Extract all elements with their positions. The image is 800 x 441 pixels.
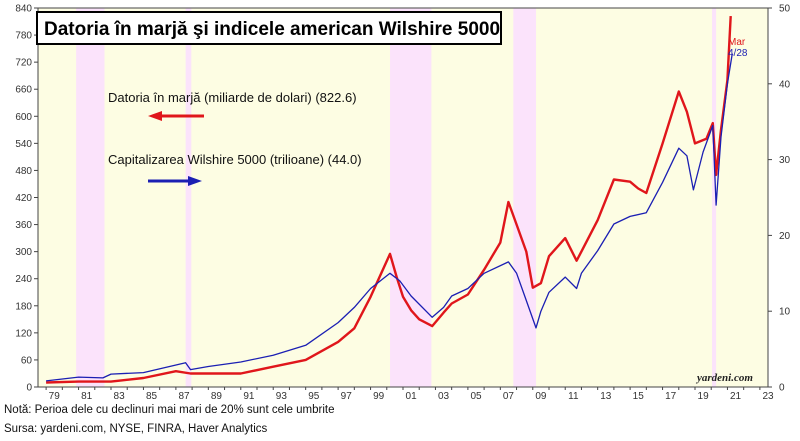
margin-debt-end-label: Mar (728, 37, 746, 48)
right-tick-label: 30 (779, 155, 791, 166)
plot-border (37, 7, 769, 388)
x-tick-label: 99 (373, 391, 385, 402)
right-tick-label: 20 (779, 231, 791, 242)
x-tick-label: 95 (308, 391, 320, 402)
x-axis: 79 81 83 85 87 89 91 93 95 97 99 01 03 05 07 09 11 13 15 17… (45, 387, 774, 402)
x-tick-label: 07 (503, 391, 515, 402)
right-axis: 0 10 20 30 40 50 (768, 4, 791, 394)
x-tick-label: 13 (600, 391, 612, 402)
x-tick-label: 81 (81, 391, 93, 402)
footnote: Notă: Perioa dele cu declinuri mai mari … (4, 404, 335, 416)
x-tick-label: 83 (114, 391, 126, 402)
wilshire-end-label: 4/28 (728, 48, 748, 59)
legend-wilshire-arrow (148, 176, 202, 186)
legend-margin-debt-arrow (148, 111, 204, 121)
x-tick-label: 97 (341, 391, 353, 402)
right-tick-label: 10 (779, 307, 791, 318)
credit-label: yardeni.com (695, 372, 753, 384)
left-tick-label: 840 (15, 4, 32, 15)
left-tick-label: 240 (15, 274, 32, 285)
x-tick-label: 89 (211, 391, 223, 402)
legend-margin-debt-label: Datoria în marjă (miliarde de dolari) (8… (108, 90, 357, 105)
left-tick-label: 600 (15, 112, 32, 123)
x-tick-label: 85 (146, 391, 158, 402)
source-note: Sursa: yardeni.com, NYSE, FINRA, Haver A… (4, 423, 268, 435)
right-tick-label: 50 (779, 4, 791, 15)
shaded-period (390, 8, 432, 387)
left-tick-label: 300 (15, 247, 32, 258)
left-tick-label: 540 (15, 139, 32, 150)
left-tick-label: 780 (15, 31, 32, 42)
x-tick-label: 17 (665, 391, 677, 402)
x-tick-label: 03 (438, 391, 450, 402)
chart-title: Datoria în marjă şi indicele american Wi… (44, 19, 500, 40)
bear-market-shading (76, 8, 717, 387)
x-tick-label: 21 (730, 391, 742, 402)
x-tick-label: 01 (406, 391, 418, 402)
left-tick-label: 720 (15, 58, 32, 69)
left-tick-label: 180 (15, 301, 32, 312)
x-tick-label: 15 (633, 391, 645, 402)
x-tick-label: 79 (49, 391, 61, 402)
left-tick-label: 0 (26, 383, 32, 394)
left-tick-label: 60 (21, 355, 33, 366)
shaded-period (185, 8, 192, 387)
left-tick-label: 660 (15, 85, 32, 96)
shaded-period (712, 8, 717, 387)
left-tick-label: 420 (15, 193, 32, 204)
left-tick-label: 480 (15, 166, 32, 177)
right-tick-label: 0 (779, 383, 785, 394)
x-tick-label: 19 (698, 391, 710, 402)
wilshire-line (46, 53, 733, 382)
right-tick-label: 40 (779, 79, 791, 90)
left-axis: 0 60 120 180 240 300 360 420 480 540 600 660 720 780 8… (15, 4, 38, 394)
x-tick-label: 87 (178, 391, 190, 402)
x-tick-label: 11 (568, 391, 579, 402)
x-tick-label: 93 (276, 391, 288, 402)
left-tick-label: 360 (15, 220, 32, 231)
x-tick-label: 09 (535, 391, 547, 402)
x-tick-label: 05 (470, 391, 482, 402)
shaded-period (76, 8, 105, 387)
margin-debt-line (46, 16, 732, 384)
x-tick-label: 91 (243, 391, 255, 402)
series-lines (46, 16, 733, 384)
x-tick-label: 23 (762, 391, 774, 402)
shaded-period (513, 8, 537, 387)
title-box (36, 11, 502, 45)
legend-wilshire-label: Capitalizarea Wilshire 5000 (trilioane) … (108, 152, 362, 167)
left-tick-label: 120 (15, 328, 32, 339)
